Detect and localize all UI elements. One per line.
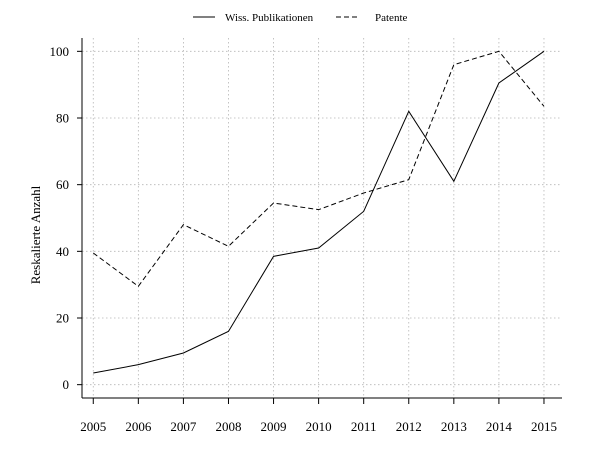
series-line-1 [93, 50, 545, 374]
x-tick-label: 2010 [306, 419, 332, 434]
grid-layer [82, 38, 562, 398]
series-layer [92, 50, 545, 374]
y-tick-label: 60 [56, 177, 69, 192]
x-tick-label: 2006 [125, 419, 152, 434]
x-tick-label: 2008 [215, 419, 241, 434]
x-tick-label: 2005 [80, 419, 106, 434]
x-tick-label: 2013 [441, 419, 467, 434]
series-line-2 [92, 50, 545, 288]
y-tick-label: 80 [56, 111, 69, 126]
x-tick-label: 2012 [396, 419, 422, 434]
y-tick-label: 40 [56, 244, 69, 259]
y-tick-label: 0 [63, 377, 70, 392]
y-tick-label: 20 [56, 311, 69, 326]
x-tick-label: 2011 [351, 419, 377, 434]
legend-label-1: Wiss. Publikationen [225, 12, 314, 24]
x-tick-label: 2009 [261, 419, 287, 434]
x-tick-label: 2015 [531, 419, 557, 434]
legend: Wiss. Publikationen Patente [193, 12, 407, 24]
x-tick-label: 2007 [170, 419, 197, 434]
x-tick-label: 2014 [486, 419, 513, 434]
legend-label-2: Patente [375, 12, 407, 24]
y-axis-title: Reskalierte Anzahl [28, 185, 43, 284]
y-tick-label: 100 [50, 44, 70, 59]
axes-layer: 0 20 40 60 80 100 2005 2006 2007 2008 2009 2010 2011… [50, 38, 562, 434]
